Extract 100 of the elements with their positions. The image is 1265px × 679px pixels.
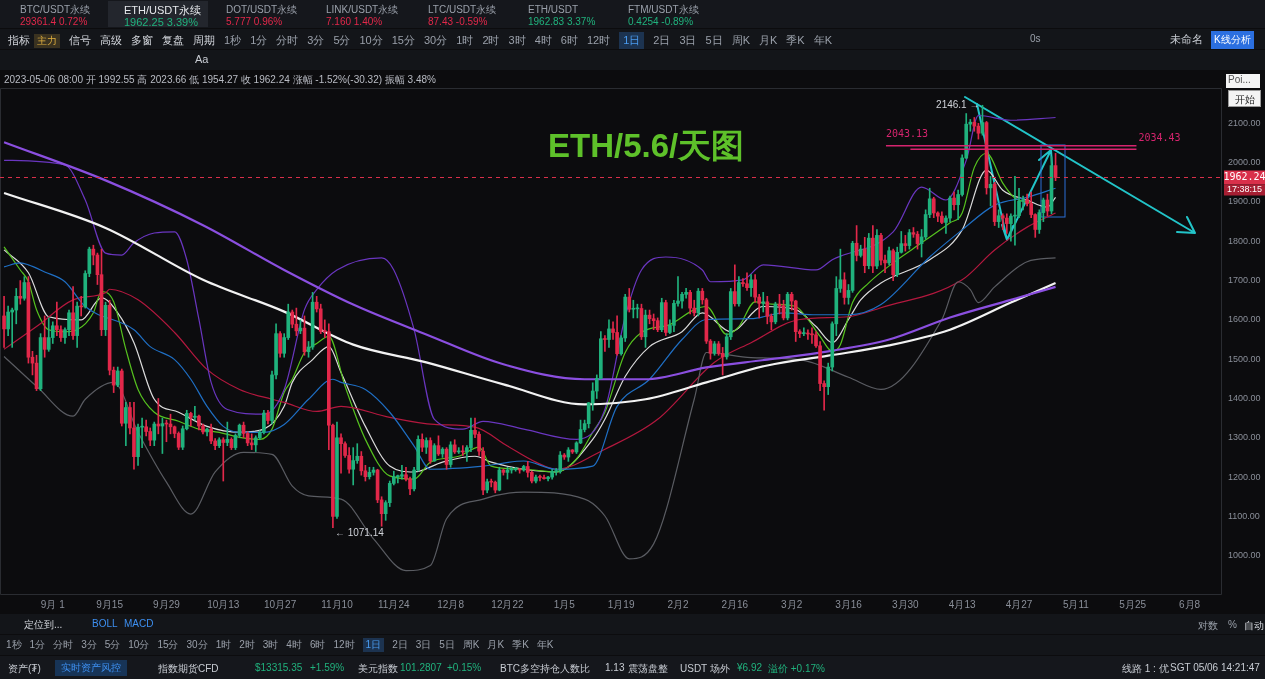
x-tick-label: 4月13 [948,598,976,610]
x-tick-label: 1月19 [607,598,635,610]
text: 1日 [362,638,385,652]
x-tick-label: 9月29 [153,598,181,610]
text: 年K [813,33,832,48]
text: 周K [731,33,750,48]
y-tick-label: 2100.00 [1228,117,1261,128]
text: 开始 [1228,90,1261,107]
x-tick-label: 6月8 [1178,598,1201,610]
text: 季K [786,33,805,48]
text: +1.59% [310,662,345,673]
text: 月K [758,33,778,48]
text: BOLL [92,618,118,629]
text: USDT 场外 [680,662,730,676]
text: 周K [462,638,480,652]
text: 3分 [307,33,325,48]
text: 6时 [560,33,578,48]
text: 10分 [359,33,383,48]
x-tick-label: 9月 1 [40,598,66,610]
x-tick-label: 5月25 [1119,598,1147,610]
text: 5分 [333,33,351,48]
text: 87.43 -0.59% [428,16,489,28]
x-tick-label: 5月11 [1062,598,1090,610]
text: MACD [124,618,154,629]
text: 29361.4 0.72% [20,16,89,28]
text: 1时 [215,638,232,652]
y-tick-label: 1200.00 [1228,471,1261,482]
text: 指数期货CFD [158,662,219,676]
text: 复盘 [162,33,184,48]
text: 2时 [239,638,255,652]
text: 3分 [81,638,97,652]
text: 高级 [100,33,122,48]
x-tick-label: 2月2 [667,598,689,610]
text: 对数 [1198,619,1218,633]
y-tick-label: 2000.00 [1228,157,1261,168]
chart-subtitle: 2023-05-06 08:00 开 1992.55 高 2023.66 低 1954.27 收 1962.24 涨幅 -1.52%(-30.32) 振幅 3.48% [4,73,436,87]
text: 线路 1 : 优 [1122,662,1169,676]
x-tick-label: 11月10 [321,598,354,610]
text: 周期 [193,33,215,48]
y-tick-label: 1700.00 [1228,275,1261,286]
text: $13315.35 [255,662,303,673]
y-tick-label: 1400.00 [1228,392,1261,403]
text: % [1228,619,1237,630]
text: 实时资产风控 [55,660,127,676]
ref-line-label: 2043.13 [885,128,929,140]
y-tick-label: 1900.00 [1228,196,1261,207]
text: 定位到... [24,618,63,632]
text: 1962.25 3.39% [124,16,199,28]
x-tick-label: 1月5 [553,598,576,610]
line-series [3,257,1057,572]
x-tick-label: 10月27 [264,598,297,610]
text: 1分 [29,638,46,652]
text: 月K [487,638,505,652]
text: 3时 [262,638,279,652]
text: 1秒 [6,638,22,652]
text: 震荡盘整 [628,662,668,676]
text: BTC/USDT永续 [20,4,91,16]
x-tick-label: 12月8 [437,598,465,610]
text: 1时 [456,33,474,48]
text: 季K [512,638,529,652]
text: 自动 [1244,619,1264,633]
text: 多窗 [131,33,153,48]
x-tick-label: 3月2 [781,598,803,610]
ref-line-label: 2034.43 [1138,131,1181,143]
text: LTC/USDT永续 [428,4,498,16]
text: +0.15% [447,662,482,673]
y-tick-label: 1500.00 [1228,353,1261,364]
text: 3日 [415,638,432,652]
annotation: 17:38:15 [1226,184,1263,195]
text: FTM/USDT永续 [628,4,700,16]
text: 7.160 1.40% [326,16,384,28]
text: K线分析 [1211,31,1254,49]
x-tick-label: 11月24 [378,598,410,610]
text: Aa [195,53,209,65]
text: 1.13 [605,662,625,673]
text: ETH/USDT永续 [124,4,202,16]
text: 年K [536,638,554,652]
text: 2日 [653,33,671,48]
y-tick-label: 1600.00 [1228,314,1261,325]
text: 主力 [34,33,60,48]
text: 5日 [439,638,455,652]
text: 1秒 [224,33,242,48]
text: 15分 [157,638,179,652]
text: 5分 [104,638,121,652]
text: 未命名 [1170,32,1203,47]
text: 5日 [705,33,723,48]
text: 4时 [286,638,302,652]
text: 美元指数 [358,662,398,676]
text: 2时 [482,33,500,48]
text: 0.4254 -0.89% [628,16,695,28]
text: 4时 [534,33,552,48]
annotation: ← 1071.14 [334,527,385,539]
text: 3日 [679,33,697,48]
text: 1分 [250,33,268,48]
text: 分时 [276,33,299,48]
y-tick-label: 1000.00 [1228,550,1261,561]
text: 信号 [69,33,91,48]
text: SGT 05/06 14:21:47 [1170,662,1260,673]
text: 6时 [309,638,326,652]
text: ¥6.92 [737,662,763,673]
